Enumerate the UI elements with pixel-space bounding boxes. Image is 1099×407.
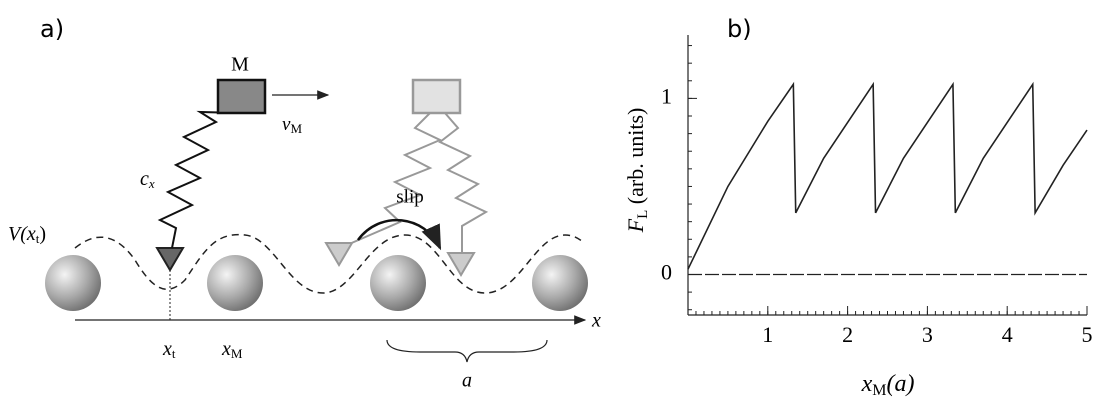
x-tick-label: 5 xyxy=(1082,322,1093,347)
panel-a: a) M vM cx slip V(xt) x xt xM a xyxy=(8,15,601,392)
panel-label: a) xyxy=(40,15,64,43)
tip-after-slip xyxy=(446,252,476,277)
lattice-label: a xyxy=(462,370,472,392)
atom xyxy=(207,255,263,311)
velocity-label: vM xyxy=(282,114,302,136)
spring-before-slip xyxy=(339,112,443,249)
y-tick-label: 0 xyxy=(661,260,672,285)
atom xyxy=(532,255,588,311)
potential-label: V(xt) xyxy=(8,223,46,246)
y-axis-label: FL (arb. units) xyxy=(623,108,651,234)
spring xyxy=(157,110,241,249)
panel-label: b) xyxy=(727,15,752,43)
potential-curve xyxy=(74,233,586,294)
atom xyxy=(45,255,101,311)
y-tick-label: 1 xyxy=(661,83,672,108)
atom xyxy=(370,255,426,311)
mass-label: M xyxy=(231,54,249,76)
x-axis-label: xM(a) xyxy=(861,371,915,399)
spring-label: cx xyxy=(140,168,155,191)
lattice-brace xyxy=(386,339,548,363)
x-tick-label: 2 xyxy=(842,322,853,347)
data-line xyxy=(687,81,1088,270)
x-tick-label: 1 xyxy=(762,322,773,347)
mass-block-later xyxy=(411,78,462,115)
tip-position-label: xt xyxy=(162,338,176,361)
panel-b: b) xM(a) FL (arb. units) 0 1 1 2 3 4 5 xyxy=(623,15,1092,399)
mass-position-label: xM xyxy=(221,338,243,361)
slip-label: slip xyxy=(396,186,423,207)
axis-label: x xyxy=(591,310,601,332)
tip-before-slip xyxy=(324,242,354,267)
x-tick-label: 3 xyxy=(922,322,933,347)
tip xyxy=(155,247,185,272)
x-tick-label: 4 xyxy=(1002,322,1013,347)
spring-after-slip xyxy=(438,112,489,252)
slip-arrow xyxy=(356,218,442,251)
mass-block xyxy=(216,78,267,115)
